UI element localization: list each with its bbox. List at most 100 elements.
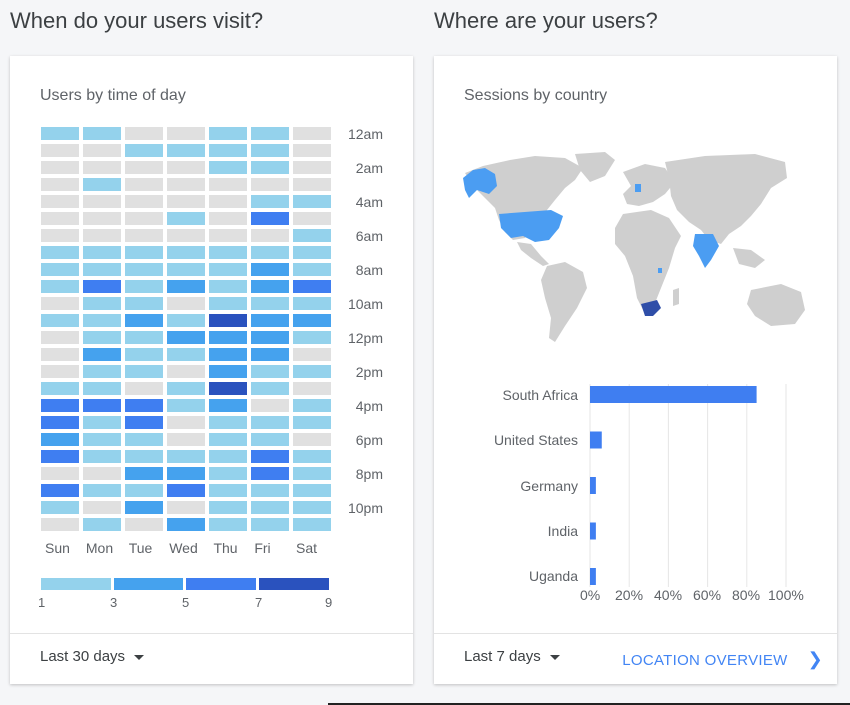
heatmap-cell xyxy=(293,144,331,157)
country-bar[interactable] xyxy=(590,568,596,585)
heatmap-cell xyxy=(125,399,163,412)
heatmap-cell xyxy=(251,348,289,361)
heatmap-cell xyxy=(251,382,289,395)
heatmap-cell xyxy=(41,280,79,293)
heatmap-cell xyxy=(251,212,289,225)
heatmap-cell xyxy=(251,433,289,446)
map-australia xyxy=(747,284,805,326)
heatmap-cell xyxy=(41,314,79,327)
country-range-select[interactable]: Last 7 days xyxy=(464,648,560,665)
chevron-right-icon: ❯ xyxy=(807,649,823,669)
heatmap-cell xyxy=(125,263,163,276)
heatmap-cell xyxy=(167,263,205,276)
heatmap-cell xyxy=(293,229,331,242)
heatmap-cell xyxy=(41,263,79,276)
day-label: Fri xyxy=(254,540,271,556)
heatmap-cell xyxy=(167,365,205,378)
heatmap-cell xyxy=(209,144,247,157)
heatmap-cell xyxy=(125,195,163,208)
heatmap-cell xyxy=(251,297,289,310)
map-south-america xyxy=(541,262,587,342)
heatmap-cell xyxy=(125,212,163,225)
map-germany xyxy=(635,184,641,192)
heatmap-cell xyxy=(167,433,205,446)
legend-segment xyxy=(41,578,111,590)
sessions-by-country-title: Sessions by country xyxy=(464,87,608,104)
chevron-down-icon xyxy=(549,654,560,660)
heatmap-cell xyxy=(83,263,121,276)
legend-segment xyxy=(114,578,183,590)
heatmap-cell xyxy=(209,297,247,310)
heatmap-cell xyxy=(83,518,121,531)
country-range-label: Last 7 days xyxy=(464,648,541,665)
heatmap-cell xyxy=(209,178,247,191)
x-tick-label: 100% xyxy=(768,587,804,603)
location-overview-link[interactable]: LOCATION OVERVIEW ❯ xyxy=(622,649,823,670)
country-bar[interactable] xyxy=(590,477,596,494)
heatmap-cell xyxy=(83,484,121,497)
country-bar[interactable] xyxy=(590,431,602,449)
heatmap-cell xyxy=(125,348,163,361)
legend-tick: 1 xyxy=(38,595,46,610)
day-label: Thu xyxy=(213,540,238,556)
heatmap-cell xyxy=(209,382,247,395)
heatmap-cell xyxy=(251,365,289,378)
heatmap-cell xyxy=(83,212,121,225)
heatmap-cell xyxy=(83,178,121,191)
hour-label: 12pm xyxy=(347,330,383,346)
heatmap-cell xyxy=(41,212,79,225)
map-greenland xyxy=(575,152,615,182)
heatmap-cell xyxy=(83,144,121,157)
heatmap-cell xyxy=(41,450,79,463)
heatmap-cell xyxy=(251,399,289,412)
chevron-down-icon xyxy=(134,654,145,660)
country-bar[interactable] xyxy=(590,386,757,403)
heatmap-cell xyxy=(209,229,247,242)
legend-tick: 7 xyxy=(255,595,263,610)
heatmap-cell xyxy=(167,314,205,327)
heatmap-cell xyxy=(293,365,331,378)
hour-label: 2pm xyxy=(355,364,383,380)
x-tick-label: 80% xyxy=(732,587,761,603)
bottom-divider xyxy=(328,703,850,705)
heatmap-cell xyxy=(167,144,205,157)
map-alaska xyxy=(463,168,497,198)
time-range-select[interactable]: Last 30 days xyxy=(40,648,145,665)
heatmap-cell xyxy=(251,467,289,480)
heatmap-cell xyxy=(293,331,331,344)
heatmap-cell xyxy=(83,314,121,327)
heatmap-cell xyxy=(83,229,121,242)
heatmap-cell xyxy=(125,450,163,463)
heatmap-cell xyxy=(293,314,331,327)
heatmap-cell xyxy=(293,518,331,531)
heatmap-cell xyxy=(209,518,247,531)
heatmap-cell xyxy=(125,161,163,174)
bar-label: South Africa xyxy=(502,387,579,403)
map-india xyxy=(693,234,719,268)
x-tick-label: 40% xyxy=(654,587,683,603)
heatmap-cell xyxy=(125,331,163,344)
heatmap-cell xyxy=(125,229,163,242)
time-card-footer: Last 30 days xyxy=(10,633,413,684)
heatmap-cell xyxy=(83,416,121,429)
heatmap-cell xyxy=(125,178,163,191)
heatmap-cell xyxy=(125,467,163,480)
world-map[interactable] xyxy=(455,148,815,348)
heatmap-cell xyxy=(83,246,121,259)
heatmap-cell xyxy=(125,501,163,514)
day-label: Mon xyxy=(85,540,114,556)
heatmap-cell xyxy=(167,178,205,191)
heatmap-cell xyxy=(167,229,205,242)
day-label: Tue xyxy=(128,540,153,556)
heatmap-cell xyxy=(209,450,247,463)
heatmap-cell xyxy=(209,212,247,225)
heatmap-cell xyxy=(125,433,163,446)
heatmap-cell xyxy=(251,501,289,514)
heatmap-cell xyxy=(167,399,205,412)
country-bar[interactable] xyxy=(590,522,596,540)
heatmap-cell xyxy=(251,144,289,157)
heatmap-cell xyxy=(293,501,331,514)
heatmap-cell xyxy=(125,144,163,157)
heatmap-cell xyxy=(209,416,247,429)
country-card-footer: Last 7 days LOCATION OVERVIEW ❯ xyxy=(434,633,837,684)
